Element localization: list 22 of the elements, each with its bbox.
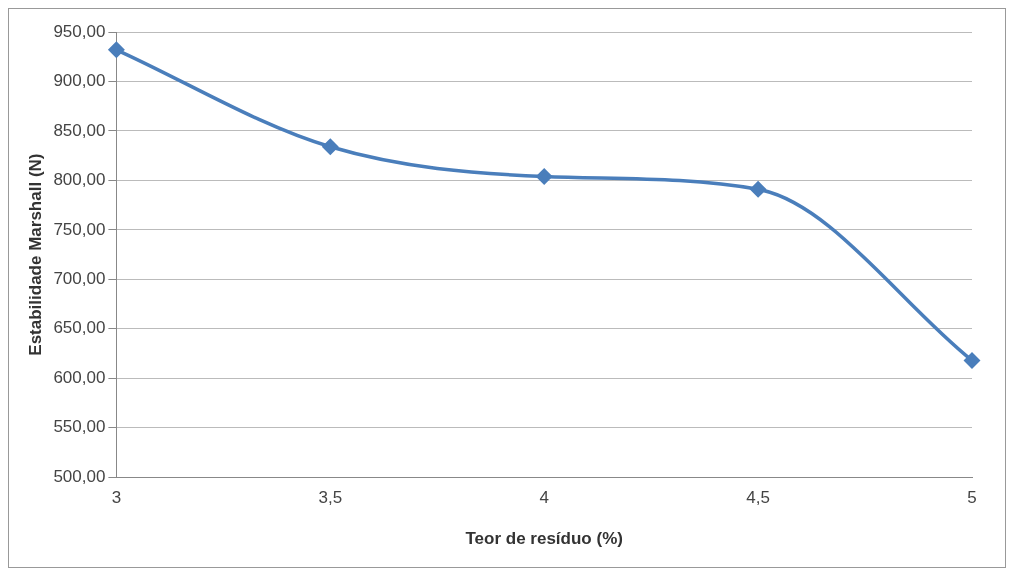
y-tick-label: 500,00 [53, 466, 106, 486]
x-tick-label: 3 [111, 488, 122, 508]
x-tick-label: 3,5 [318, 488, 343, 508]
x-tick-label: 5 [967, 488, 977, 508]
y-tick-label: 850,00 [53, 120, 106, 140]
y-tick-label: 950,00 [53, 21, 106, 41]
y-axis-title: Estabilidade Marshall (N) [25, 153, 45, 356]
y-tick-label: 600,00 [53, 367, 106, 387]
y-tick-label: 750,00 [53, 219, 106, 239]
x-axis-title: Teor de resíduo (%) [465, 529, 623, 549]
y-tick-label: 700,00 [53, 269, 106, 289]
y-tick-label: 800,00 [53, 170, 106, 190]
point [536, 168, 552, 185]
y-tick-label: 900,00 [53, 71, 106, 91]
x-tick-label: 4,5 [746, 488, 770, 508]
point [322, 139, 339, 155]
point [108, 42, 125, 58]
y-tick-label: 650,00 [53, 318, 106, 338]
x-tick-label: 4 [539, 488, 549, 508]
y-tick-label: 550,00 [53, 417, 106, 437]
point [964, 352, 980, 369]
point [750, 181, 766, 198]
